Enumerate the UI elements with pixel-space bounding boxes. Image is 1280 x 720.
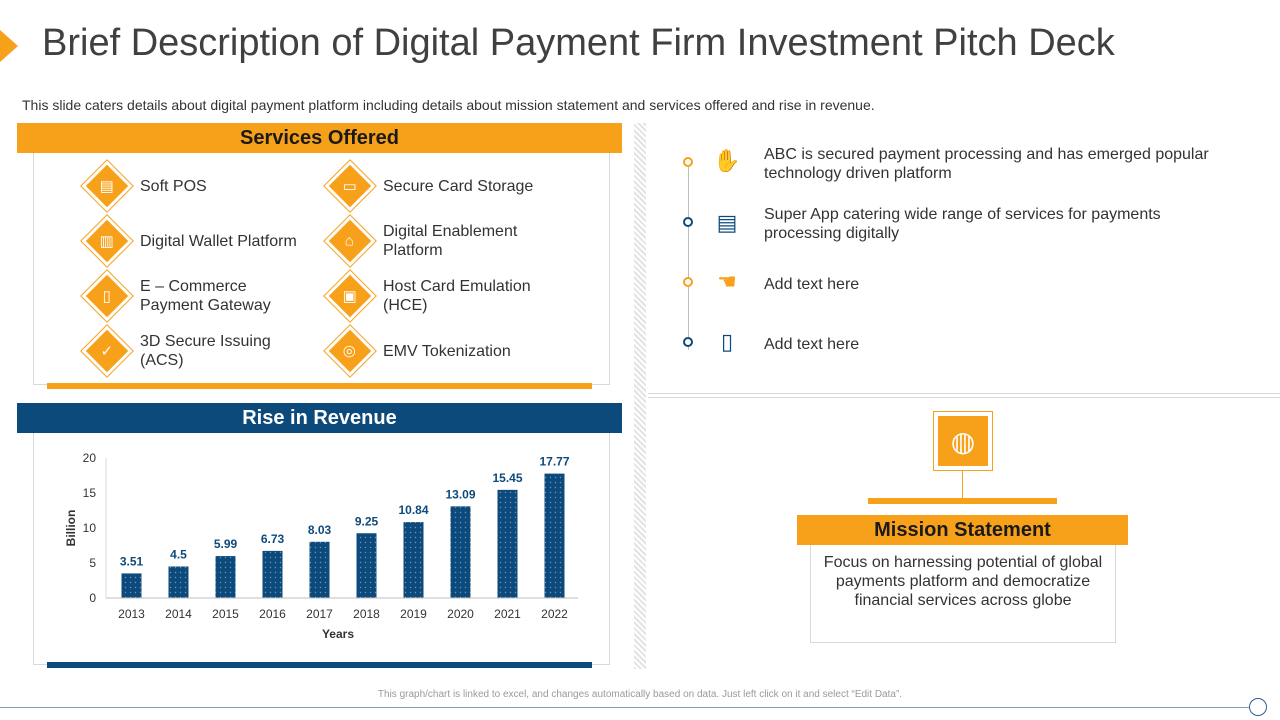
highlight-text: ABC is secured payment processing and ha… (764, 146, 1209, 182)
y-tick-label: 15 (83, 486, 97, 500)
service-label: E – Commerce Payment Gateway (140, 278, 271, 314)
bar-2014 (168, 566, 189, 598)
page-subtitle: This slide caters details about digital … (22, 97, 875, 113)
x-tick-label: 2018 (353, 607, 380, 621)
bar-value-label: 6.73 (261, 532, 285, 546)
mission-icon-frame: ◍ (933, 411, 993, 471)
service-item-3d-secure: ✓ 3D Secure Issuing (ACS) (82, 329, 290, 373)
timeline-line (688, 160, 689, 350)
x-tick-label: 2019 (400, 607, 427, 621)
y-axis-label: Billion (64, 510, 78, 547)
x-tick-label: 2016 (259, 607, 286, 621)
revenue-chart: 0 5 10 15 20 3.51 2013 4.5 2014 5.99 2015 6.73 2016… (64, 451, 578, 641)
service-item-digital-enablement: ⌂ Digital Enablement Platform (325, 219, 533, 263)
x-tick-label: 2013 (118, 607, 145, 621)
service-label: EMV Tokenization (383, 342, 511, 360)
bar-value-label: 3.51 (120, 554, 144, 568)
revenue-heading: Rise in Revenue (17, 403, 622, 433)
service-item-digital-wallet: ▥ Digital Wallet Platform (82, 219, 297, 263)
x-axis-label: Years (322, 627, 354, 641)
bar-value-label: 8.03 (308, 523, 332, 537)
timeline-dot (683, 217, 693, 227)
hand-payment-icon: ✋ (713, 148, 741, 173)
shield-check-icon: ✓ (85, 329, 129, 373)
horizontal-divider (648, 397, 1280, 398)
bar-2018 (356, 533, 377, 598)
services-panel (33, 153, 610, 385)
service-item-soft-pos: ▤ Soft POS (82, 164, 207, 208)
card-lock-icon: ▭ (328, 164, 372, 208)
bar-value-label: 10.84 (398, 503, 428, 517)
title-arrow-icon (0, 30, 18, 62)
x-tick-label: 2020 (447, 607, 474, 621)
globe-coins-icon: ◍ (938, 416, 988, 466)
mission-text: Focus on harnessing potential of global … (810, 545, 1116, 643)
bar-2016 (262, 550, 283, 598)
service-label: Soft POS (140, 177, 207, 195)
horizontal-divider (648, 393, 1280, 394)
service-label: Digital Wallet Platform (140, 232, 297, 250)
timeline-dot (683, 337, 693, 347)
mission-connector (962, 471, 963, 501)
x-tick-label: 2021 (494, 607, 521, 621)
mobile-card-icon: ▯ (720, 329, 734, 354)
footer-line (0, 707, 1250, 708)
footer-circle-icon (1249, 698, 1267, 716)
service-item-ecommerce-gateway: ▯ E – Commerce Payment Gateway (82, 274, 290, 318)
services-bottom-bar (47, 383, 592, 389)
bar-value-label: 5.99 (214, 537, 238, 551)
service-item-emv-tokenization: ◎ EMV Tokenization (325, 329, 511, 373)
bar-value-label: 17.77 (539, 455, 569, 469)
x-tick-label: 2022 (541, 607, 568, 621)
bar-2022 (544, 473, 565, 598)
highlight-text: Add text here (764, 336, 860, 353)
y-tick-label: 10 (83, 521, 97, 535)
card-emulation-icon: ▣ (328, 274, 372, 318)
page-title: Brief Description of Digital Payment Fir… (42, 22, 1115, 64)
revenue-bottom-bar (47, 662, 592, 668)
y-tick-label: 5 (89, 556, 96, 570)
service-label: Host Card Emulation (HCE) (383, 278, 531, 314)
token-icon: ◎ (328, 329, 372, 373)
bar-2021 (497, 489, 518, 598)
mission-top-bar (868, 498, 1057, 504)
mobile-payment-icon: ▯ (85, 274, 129, 318)
highlight-text: Add text here (764, 276, 860, 293)
mission-heading: Mission Statement (797, 515, 1128, 545)
service-label: Secure Card Storage (383, 177, 534, 195)
service-label: Digital Enablement Platform (383, 223, 518, 259)
service-item-host-card-emulation: ▣ Host Card Emulation (HCE) (325, 274, 543, 318)
y-tick-label: 0 (89, 591, 96, 605)
services-heading: Services Offered (17, 123, 622, 153)
bank-icon: ⌂ (328, 219, 372, 263)
x-tick-label: 2017 (306, 607, 333, 621)
bar-2013 (121, 573, 142, 598)
wallet-icon: ▥ (85, 219, 129, 263)
hand-coin-icon: ☚ (717, 269, 737, 294)
bar-2020 (450, 506, 471, 598)
bar-2017 (309, 541, 330, 598)
timeline-dot (683, 277, 693, 287)
service-item-secure-card-storage: ▭ Secure Card Storage (325, 164, 534, 208)
pos-terminal-icon: ▤ (85, 164, 129, 208)
x-tick-label: 2014 (165, 607, 192, 621)
card-cash-icon: ▤ (716, 210, 738, 235)
bar-value-label: 4.5 (170, 548, 187, 562)
bar-value-label: 13.09 (445, 487, 475, 501)
x-tick-label: 2015 (212, 607, 239, 621)
vertical-divider (634, 123, 646, 669)
footer-note: This graph/chart is linked to excel, and… (377, 689, 903, 700)
service-label: 3D Secure Issuing (ACS) (140, 333, 271, 369)
bar-2015 (215, 556, 236, 598)
highlight-text: Super App catering wide range of service… (764, 206, 1161, 242)
bar-value-label: 9.25 (355, 514, 379, 528)
timeline-dot (683, 157, 693, 167)
bar-2019 (403, 522, 424, 598)
y-tick-label: 20 (83, 451, 97, 465)
bar-value-label: 15.45 (492, 471, 522, 485)
